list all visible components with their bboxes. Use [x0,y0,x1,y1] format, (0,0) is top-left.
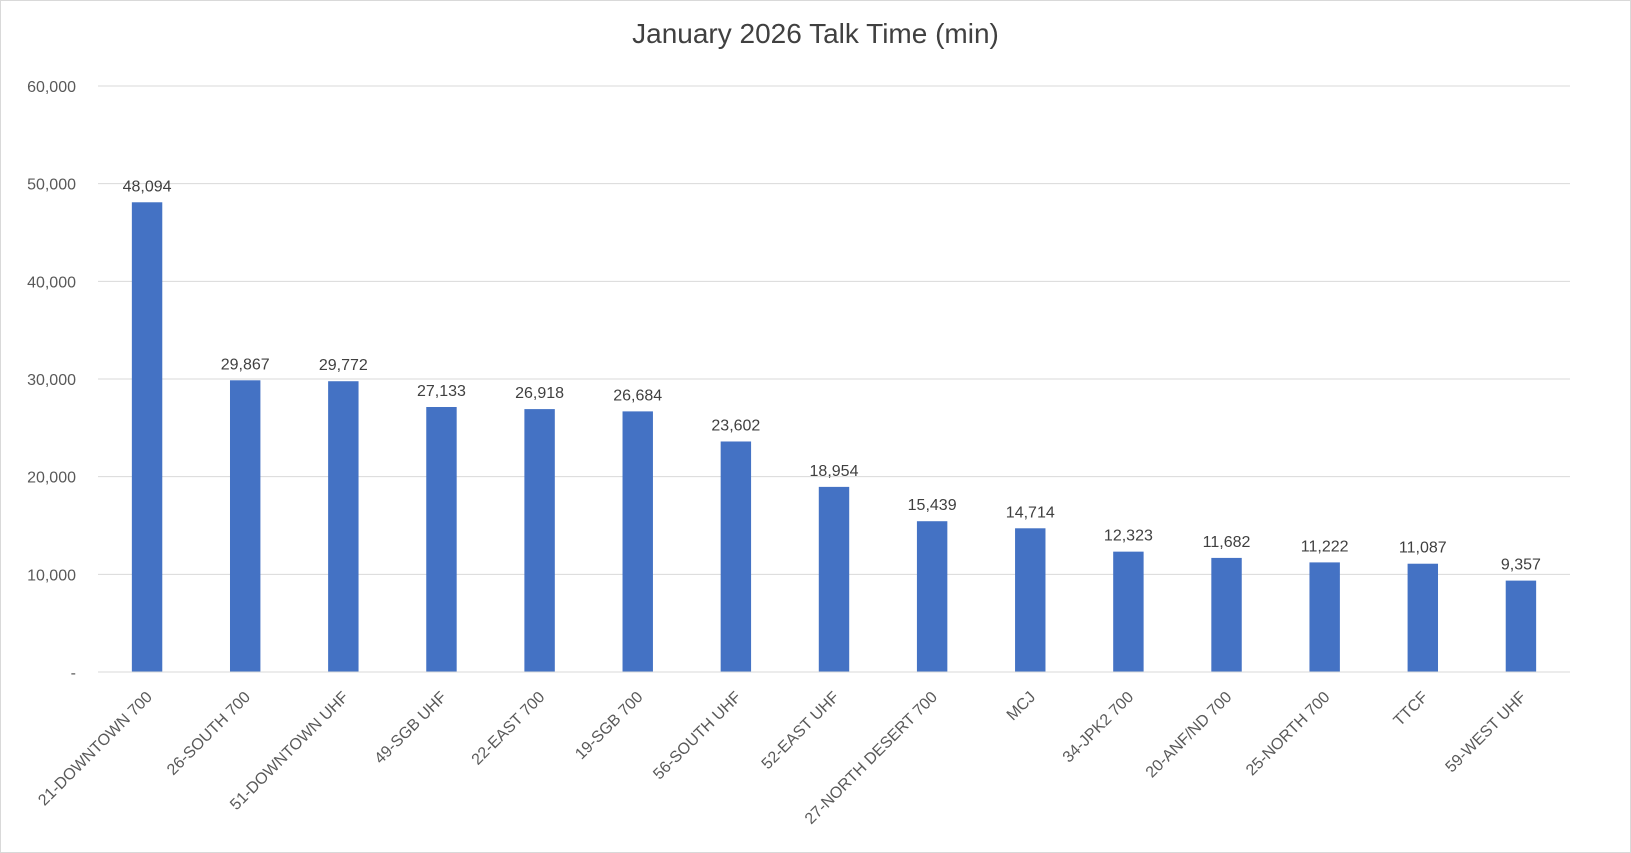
bar [622,411,653,672]
x-category-label: 49-SGB UHF [372,689,451,768]
x-category-label: 59-WEST UHF [1443,689,1530,776]
data-label: 12,323 [1104,528,1153,545]
x-category-label: 56-SOUTH UHF [650,689,745,784]
data-label: 18,954 [810,463,859,480]
data-label: 26,918 [515,385,564,402]
data-label: 29,867 [221,356,270,373]
data-label: 11,087 [1399,540,1447,557]
data-label: 23,602 [711,417,760,434]
bar [1015,528,1046,672]
data-labels: 48,094 29,867 29,772 27,133 26,918 26,684 23,6… [123,178,1541,573]
bar [229,380,261,672]
x-category-label: 22-EAST 700 [469,689,549,769]
x-category-label: 25-NORTH 700 [1243,689,1333,779]
bar [818,486,850,672]
x-category-label: 19-SGB 700 [572,689,646,763]
x-category-label: 52-EAST UHF [759,689,843,773]
bar [916,521,948,672]
bar [131,202,163,673]
data-label: 29,772 [319,357,368,374]
x-category-label: 34-JPK2 700 [1060,689,1138,767]
y-tick-label: 20,000 [27,470,76,487]
x-category-label: TTCF [1391,689,1432,730]
data-label: 48,094 [123,178,172,195]
data-label: 26,684 [613,387,662,404]
y-axis-tick-labels: - 10,000 20,000 30,000 40,000 50,000 60,000 [27,79,76,682]
data-label: 15,439 [908,497,957,514]
y-tick-label: 50,000 [27,177,76,194]
bar [328,381,359,672]
data-label: 9,357 [1501,557,1541,574]
y-tick-label: 30,000 [27,372,76,389]
bar [1407,563,1439,672]
data-label: 14,714 [1006,504,1055,521]
bar [1505,580,1537,672]
data-label: 11,682 [1203,534,1251,551]
bar [720,441,752,672]
x-category-label: 26-SOUTH 700 [164,689,254,779]
data-label: 11,222 [1301,538,1349,555]
x-category-label: 21-DOWNTOWN 700 [35,689,156,810]
bar [426,407,457,672]
y-tick-label: - [71,665,76,682]
x-category-label: MCJ [1004,689,1039,724]
bar [1309,562,1340,672]
bar [1211,557,1242,672]
y-tick-label: 60,000 [27,79,76,96]
bar [1113,551,1144,672]
y-tick-label: 10,000 [27,567,76,584]
y-tick-label: 40,000 [27,274,76,291]
bar [524,409,555,672]
bars [131,202,1537,673]
chart-title: January 2026 Talk Time (min) [632,18,999,49]
data-label: 27,133 [417,383,466,400]
x-category-label: 20-ANF/ND 700 [1143,689,1236,782]
